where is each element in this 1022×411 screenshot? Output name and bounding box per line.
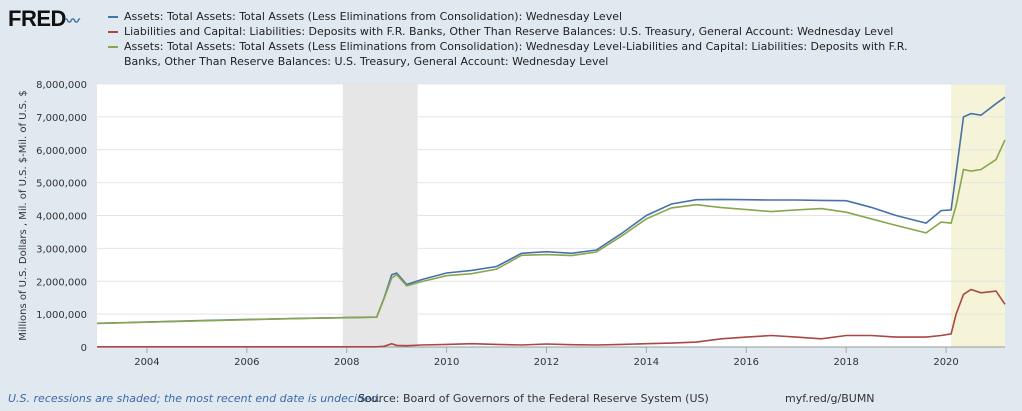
x-tick-label: 2016 <box>734 357 759 368</box>
source-text: Source: Board of Governors of the Federa… <box>358 392 709 405</box>
legend-label: Assets: Total Assets: Total Assets (Less… <box>124 40 908 68</box>
x-tick-label: 2008 <box>334 357 359 368</box>
logo-text: FRED <box>8 6 66 31</box>
legend-item-total-assets: Assets: Total Assets: Total Assets (Less… <box>108 9 908 24</box>
short-link[interactable]: myf.red/g/BUMN <box>785 392 875 405</box>
legend-swatch <box>108 16 118 18</box>
fred-logo[interactable]: FRED〰 <box>8 6 80 32</box>
chart-logo-icon: 〰 <box>65 13 80 29</box>
x-tick-label: 2010 <box>434 357 459 368</box>
legend-label: Liabilities and Capital: Liabilities: De… <box>124 25 894 38</box>
y-tick-label: 2,000,000 <box>36 277 87 288</box>
x-tick-label: 2018 <box>833 357 858 368</box>
legend: Assets: Total Assets: Total Assets (Less… <box>108 9 908 69</box>
x-tick-label: 2012 <box>534 357 559 368</box>
y-tick-label: 5,000,000 <box>36 179 87 190</box>
legend-item-treasury-account: Liabilities and Capital: Liabilities: De… <box>108 24 908 39</box>
y-tick-label: 4,000,000 <box>36 212 87 223</box>
y-axis-label: Millions of U.S. Dollars , Mil. of U.S. … <box>18 90 29 340</box>
x-tick-label: 2004 <box>134 357 159 368</box>
x-tick-label: 2014 <box>634 357 659 368</box>
recession-note: U.S. recessions are shaded; the most rec… <box>8 392 382 405</box>
legend-label: Assets: Total Assets: Total Assets (Less… <box>124 10 623 23</box>
y-tick-label: 7,000,000 <box>36 113 87 124</box>
legend-swatch <box>108 46 118 48</box>
y-tick-label: 0 <box>81 343 87 354</box>
y-tick-label: 8,000,000 <box>36 80 87 91</box>
legend-swatch <box>108 31 118 33</box>
y-tick-label: 3,000,000 <box>36 244 87 255</box>
x-tick-label: 2020 <box>933 357 958 368</box>
y-tick-label: 1,000,000 <box>36 310 87 321</box>
legend-item-difference: Assets: Total Assets: Total Assets (Less… <box>108 39 908 69</box>
y-tick-label: 6,000,000 <box>36 146 87 157</box>
x-tick-label: 2006 <box>234 357 259 368</box>
